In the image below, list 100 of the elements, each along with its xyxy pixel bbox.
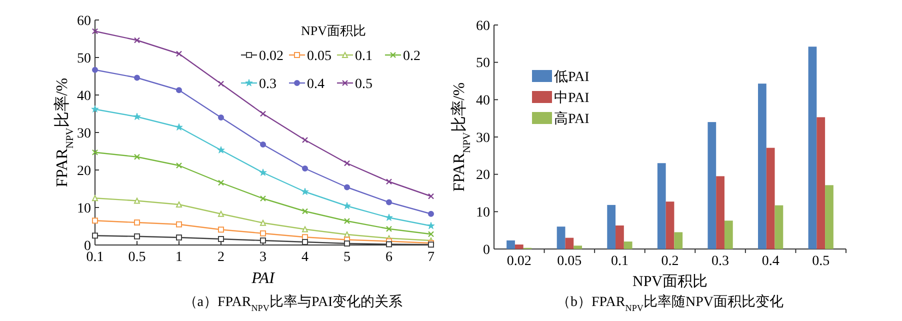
point bbox=[92, 218, 98, 224]
y-tick-label: 10 bbox=[476, 206, 490, 221]
point bbox=[344, 218, 350, 224]
point bbox=[428, 193, 434, 200]
x-tick-label: 3 bbox=[260, 250, 266, 265]
point bbox=[385, 214, 393, 221]
legend-label: 0.05 bbox=[307, 48, 332, 64]
point bbox=[260, 142, 266, 148]
x-tick-label: 0.4 bbox=[762, 254, 780, 269]
x-tick-label: 7 bbox=[428, 250, 434, 265]
x-tick-label: 6 bbox=[386, 250, 392, 265]
point bbox=[175, 123, 183, 130]
bar bbox=[607, 204, 616, 249]
bar bbox=[766, 148, 775, 249]
bar bbox=[624, 242, 632, 249]
point bbox=[92, 66, 98, 73]
legend-label: 0.4 bbox=[307, 76, 324, 92]
point bbox=[427, 222, 435, 230]
point bbox=[176, 234, 182, 240]
x-tick-label: 0.02 bbox=[506, 254, 532, 269]
bar bbox=[565, 238, 574, 249]
legend-label: 0.3 bbox=[259, 76, 276, 92]
x-tick-label: 5 bbox=[344, 250, 350, 265]
x-tick-label: 0.5 bbox=[128, 250, 146, 265]
point bbox=[217, 146, 225, 154]
point bbox=[260, 238, 266, 244]
point bbox=[386, 178, 392, 185]
point bbox=[344, 160, 350, 166]
legend-label: 0.02 bbox=[259, 48, 284, 64]
bar bbox=[674, 232, 683, 249]
bar bbox=[724, 220, 733, 249]
point bbox=[260, 220, 266, 226]
point bbox=[218, 114, 224, 120]
point bbox=[218, 226, 224, 233]
x-tick-label: 0.3 bbox=[712, 254, 730, 269]
bar bbox=[825, 185, 834, 249]
y-tick-label: 30 bbox=[77, 126, 91, 142]
legend-label: 0.1 bbox=[355, 48, 372, 64]
y-tick-label: 20 bbox=[476, 168, 490, 184]
bar bbox=[556, 226, 566, 249]
legend-label: 低PAI bbox=[554, 68, 590, 85]
x-tick-label: 0.1 bbox=[610, 254, 628, 269]
y-tick-label: 20 bbox=[77, 164, 91, 179]
point bbox=[91, 105, 99, 112]
point bbox=[134, 198, 140, 204]
point bbox=[344, 240, 350, 246]
point bbox=[386, 226, 392, 232]
point bbox=[386, 199, 392, 206]
point bbox=[260, 230, 266, 236]
y-tick-label: 0 bbox=[483, 242, 490, 258]
x-axis-title: PAI bbox=[250, 270, 276, 287]
point bbox=[134, 154, 140, 160]
point bbox=[133, 112, 141, 120]
y-tick-label: 40 bbox=[77, 88, 91, 104]
x-tick-label: 0.05 bbox=[557, 254, 582, 269]
point bbox=[218, 80, 224, 87]
legend-title: NPV面积比 bbox=[301, 23, 366, 38]
text: （a）FPAR$_{NPV}$比率与PAI变化的关系 bbox=[183, 294, 403, 313]
text: （b）FPAR$_{NPV}$比率随NPV面积比变化 bbox=[556, 294, 784, 313]
legend-label: 0.5 bbox=[355, 76, 372, 92]
point bbox=[134, 220, 140, 226]
y-tick-label: 30 bbox=[476, 130, 490, 146]
x-axis-title: NPV面积比 bbox=[632, 273, 708, 290]
point bbox=[428, 210, 434, 217]
point bbox=[176, 221, 182, 228]
point bbox=[218, 180, 224, 186]
point bbox=[92, 232, 98, 239]
point bbox=[302, 239, 308, 245]
point bbox=[134, 233, 140, 240]
point bbox=[134, 37, 140, 44]
point bbox=[134, 74, 140, 81]
point bbox=[386, 241, 392, 248]
legend-label: 高PAI bbox=[554, 110, 590, 127]
point bbox=[218, 236, 224, 242]
bar bbox=[657, 163, 666, 249]
point bbox=[428, 231, 434, 238]
x-tick-label: 0.5 bbox=[812, 254, 830, 269]
bar bbox=[666, 202, 674, 249]
x-tick-label: 0.2 bbox=[661, 254, 679, 269]
y-tick-label: 50 bbox=[476, 56, 490, 72]
point bbox=[343, 202, 351, 210]
bar bbox=[574, 246, 582, 249]
point bbox=[302, 208, 308, 214]
y-tick-label: 60 bbox=[476, 18, 490, 34]
x-tick-label: 2 bbox=[218, 250, 224, 265]
y-tick-label: 60 bbox=[77, 14, 91, 29]
point bbox=[218, 210, 224, 217]
point bbox=[92, 28, 98, 34]
point bbox=[176, 87, 182, 94]
point bbox=[344, 184, 350, 190]
bar bbox=[816, 117, 826, 249]
y-tick-label: 50 bbox=[77, 51, 91, 66]
point bbox=[92, 149, 98, 156]
bar bbox=[506, 240, 515, 249]
bar bbox=[808, 46, 817, 249]
legend-label: 中PAI bbox=[554, 90, 590, 106]
x-tick-label: 4 bbox=[302, 250, 308, 265]
x-tick-label: 1 bbox=[176, 250, 182, 265]
point bbox=[260, 110, 266, 117]
y-tick-label: 40 bbox=[476, 94, 490, 109]
